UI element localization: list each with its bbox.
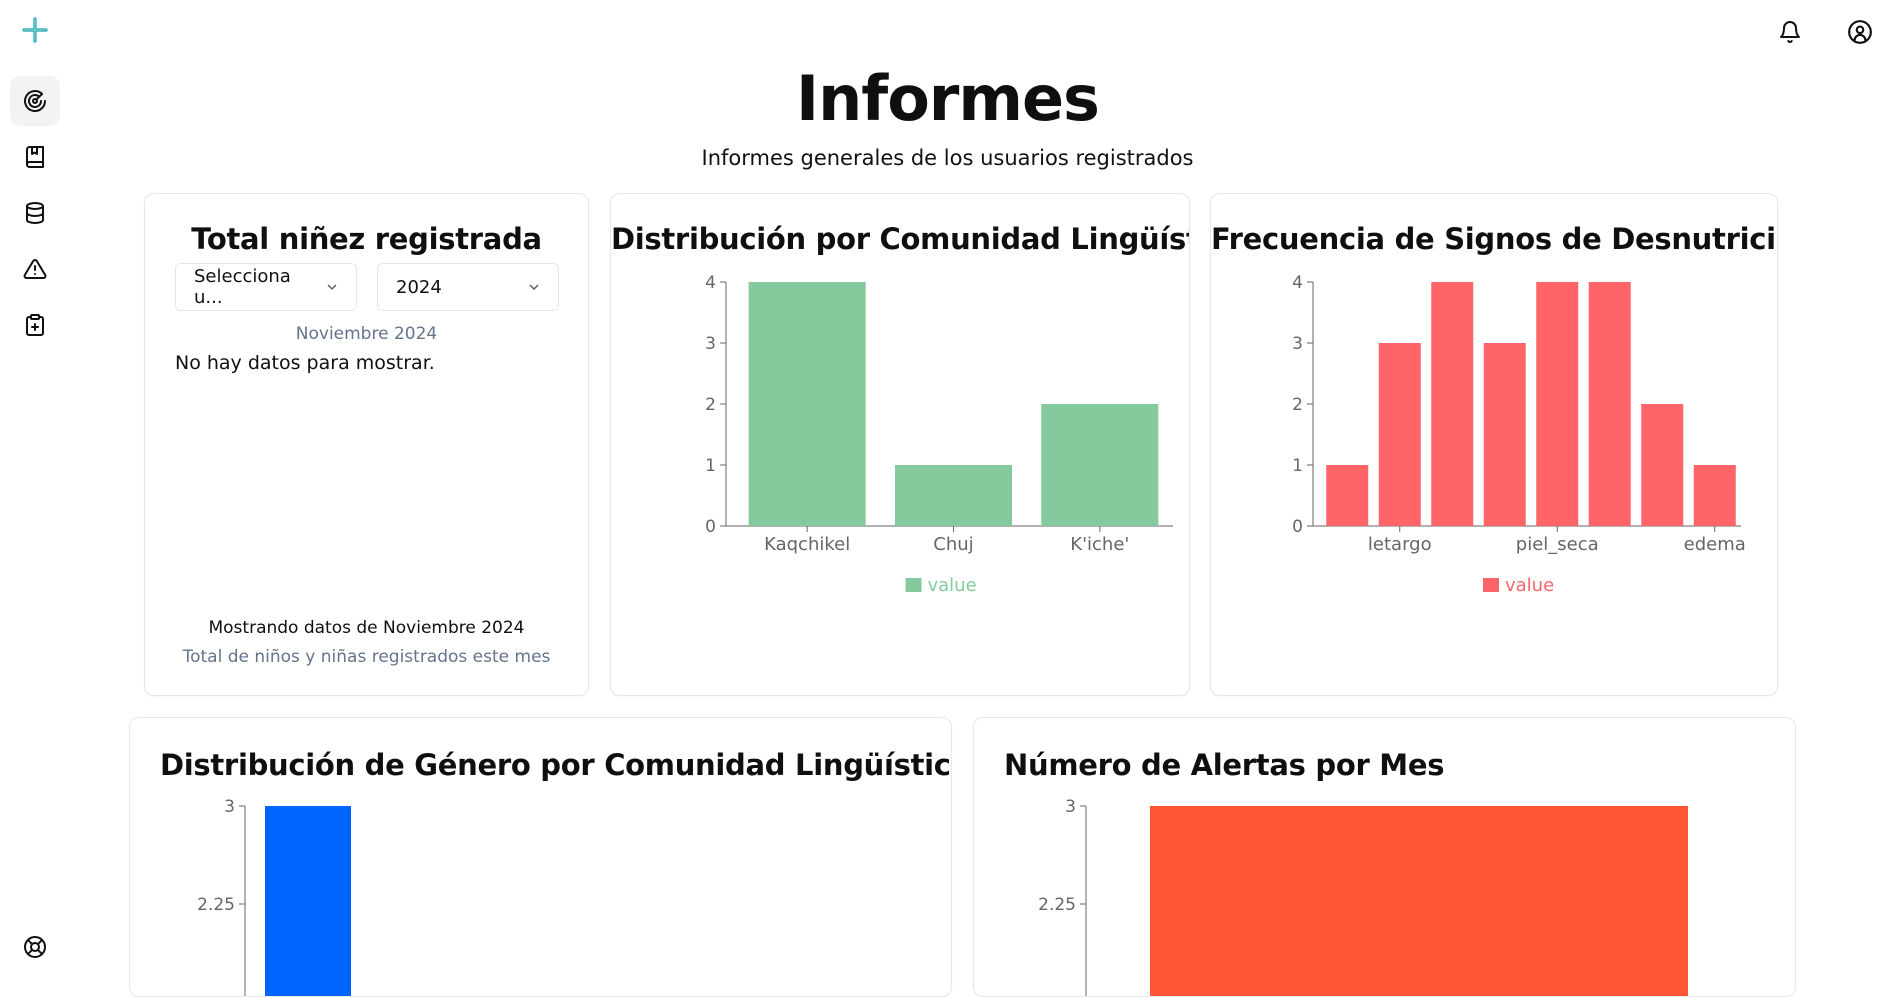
x-tick-label: Chuj [933, 534, 973, 555]
malnutrition-signs-card: Frecuencia de Signos de Desnutrición 0 1 2… [1210, 193, 1778, 696]
alerts-per-month-chart: 32.25 [1038, 798, 1688, 996]
plus-logo-icon[interactable] [21, 16, 49, 44]
alert-triangle-icon [23, 258, 47, 279]
sidebar-item-radar[interactable] [10, 76, 60, 126]
bar [1150, 806, 1688, 996]
y-tick-label: 3 [705, 334, 716, 354]
year-select[interactable]: 2024 [377, 263, 559, 311]
y-tick-label: 4 [705, 274, 716, 293]
bell-icon [1780, 21, 1800, 43]
x-tick-label: letargo [1368, 534, 1432, 555]
y-tick-label: 0 [1292, 517, 1303, 537]
notifications-button[interactable] [1776, 18, 1804, 46]
legend-label: value [1505, 575, 1554, 596]
chart-title: Número de Alertas por Mes [1004, 748, 1445, 782]
bar [1378, 343, 1421, 526]
gender-distribution-chart: 32.25 [197, 798, 351, 996]
bar [1326, 465, 1369, 526]
bar [748, 282, 866, 526]
sidebar-item-database[interactable] [10, 188, 60, 238]
total-registered-card: Total niñez registrada Selecciona u... 2… [144, 193, 589, 696]
card-footer-subtitle: Total de niños y niñas registrados este … [182, 647, 551, 667]
clipboard-plus-icon [26, 314, 44, 336]
year-select-value: 2024 [396, 276, 442, 298]
x-tick-label: K'iche' [1070, 534, 1129, 555]
month-select[interactable]: Selecciona u... [175, 263, 357, 311]
x-tick-label: Kaqchikel [764, 534, 850, 555]
card-title: Total niñez registrada [191, 222, 542, 256]
sidebar-item-alerts[interactable] [10, 244, 60, 294]
bar [1588, 282, 1631, 526]
sidebar-item-book[interactable] [10, 132, 60, 182]
bar [894, 465, 1013, 526]
malnutrition-signs-chart: 0 1 2 3 4 letargo piel_seca edema value [1292, 274, 1746, 596]
book-icon [26, 146, 44, 168]
radar-icon [24, 90, 46, 112]
bar [1641, 404, 1684, 526]
page-title: Informes [796, 62, 1100, 135]
chevron-down-icon [327, 284, 337, 290]
card-footer-title: Mostrando datos de Noviembre 2024 [208, 618, 525, 638]
lifebuoy-icon [24, 936, 46, 958]
bar [1536, 282, 1579, 526]
bar [1483, 343, 1526, 526]
chevron-down-icon [529, 284, 539, 290]
y-tick-label: 1 [705, 456, 716, 476]
alerts-per-month-card: Número de Alertas por Mes 3 2.25 [973, 717, 1796, 997]
y-tick-label: 2.25 [1038, 895, 1076, 915]
x-tick-label: piel_seca [1516, 534, 1599, 555]
bar [265, 806, 351, 996]
period-label: Noviembre 2024 [295, 324, 438, 344]
empty-state-text: No hay datos para mostrar. [175, 352, 435, 374]
y-tick-label: 2 [705, 395, 716, 415]
language-community-card: Distribución por Comunidad Lingüística 0… [610, 193, 1190, 696]
legend-swatch [1483, 578, 1499, 592]
y-tick-label: 3 [1065, 798, 1076, 817]
sidebar [0, 0, 72, 969]
chart-title: Distribución por Comunidad Lingüística [611, 222, 1190, 256]
x-tick-label: edema [1684, 534, 1746, 555]
y-tick-label: 1 [1292, 456, 1303, 476]
y-tick-label: 0 [705, 517, 716, 537]
database-icon [26, 202, 44, 225]
y-tick-label: 4 [1292, 274, 1303, 293]
sidebar-item-help[interactable] [10, 922, 60, 972]
user-circle-icon [1848, 20, 1872, 44]
user-menu-button[interactable] [1846, 18, 1874, 46]
legend-label: value [928, 575, 977, 596]
y-tick-label: 2 [1292, 395, 1303, 415]
bar [1693, 465, 1736, 526]
bar [1041, 404, 1159, 526]
chart-title: Distribución de Género por Comunidad Lin… [160, 748, 952, 782]
page-subtitle: Informes generales de los usuarios regis… [701, 146, 1194, 170]
gender-distribution-card: Distribución de Género por Comunidad Lin… [129, 717, 952, 997]
chart-title: Frecuencia de Signos de Desnutrición [1211, 222, 1778, 256]
month-select-value: Selecciona u... [194, 266, 291, 308]
y-tick-label: 2.25 [197, 895, 235, 915]
sidebar-item-clipboard[interactable] [10, 300, 60, 350]
language-community-chart: 0 1 2 3 4 Kaqchikel Chuj K'iche' value [705, 274, 1173, 596]
legend-swatch [905, 578, 922, 592]
y-tick-label: 3 [1292, 334, 1303, 354]
y-tick-label: 3 [224, 798, 235, 817]
bar [1431, 282, 1474, 526]
